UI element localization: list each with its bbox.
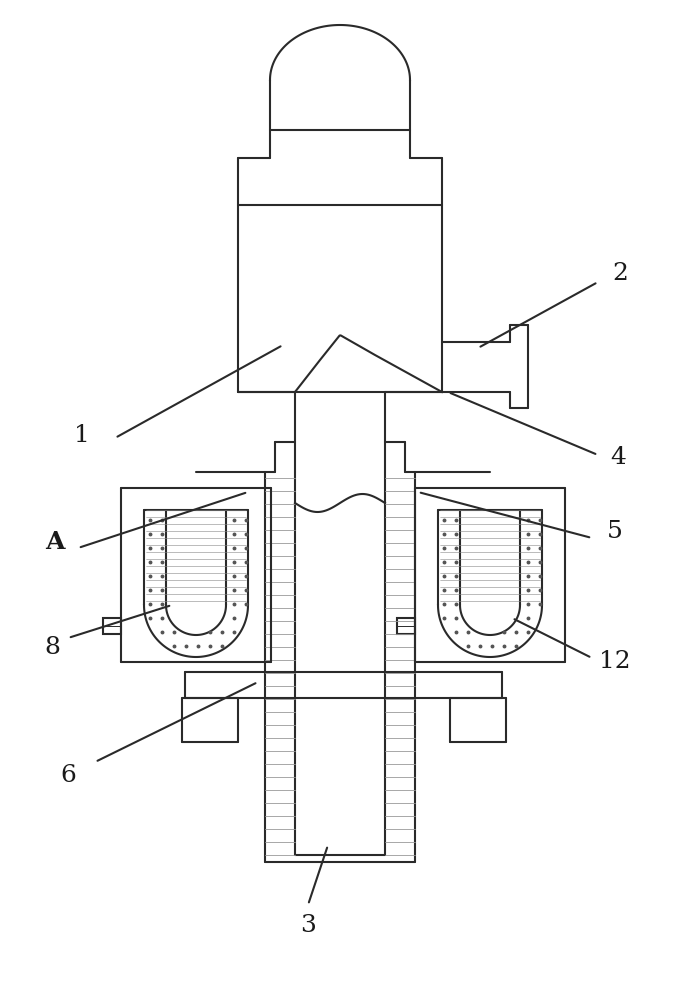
Text: 6: 6: [60, 764, 76, 786]
Bar: [103, 618, 121, 634]
Text: 2: 2: [612, 261, 628, 284]
Text: 4: 4: [610, 446, 626, 470]
Text: 1: 1: [74, 424, 90, 446]
Text: 3: 3: [300, 914, 316, 936]
Text: 12: 12: [599, 650, 631, 674]
Text: A: A: [46, 530, 65, 554]
Bar: [397, 618, 415, 634]
Text: 5: 5: [607, 520, 623, 544]
Text: 8: 8: [44, 637, 60, 660]
